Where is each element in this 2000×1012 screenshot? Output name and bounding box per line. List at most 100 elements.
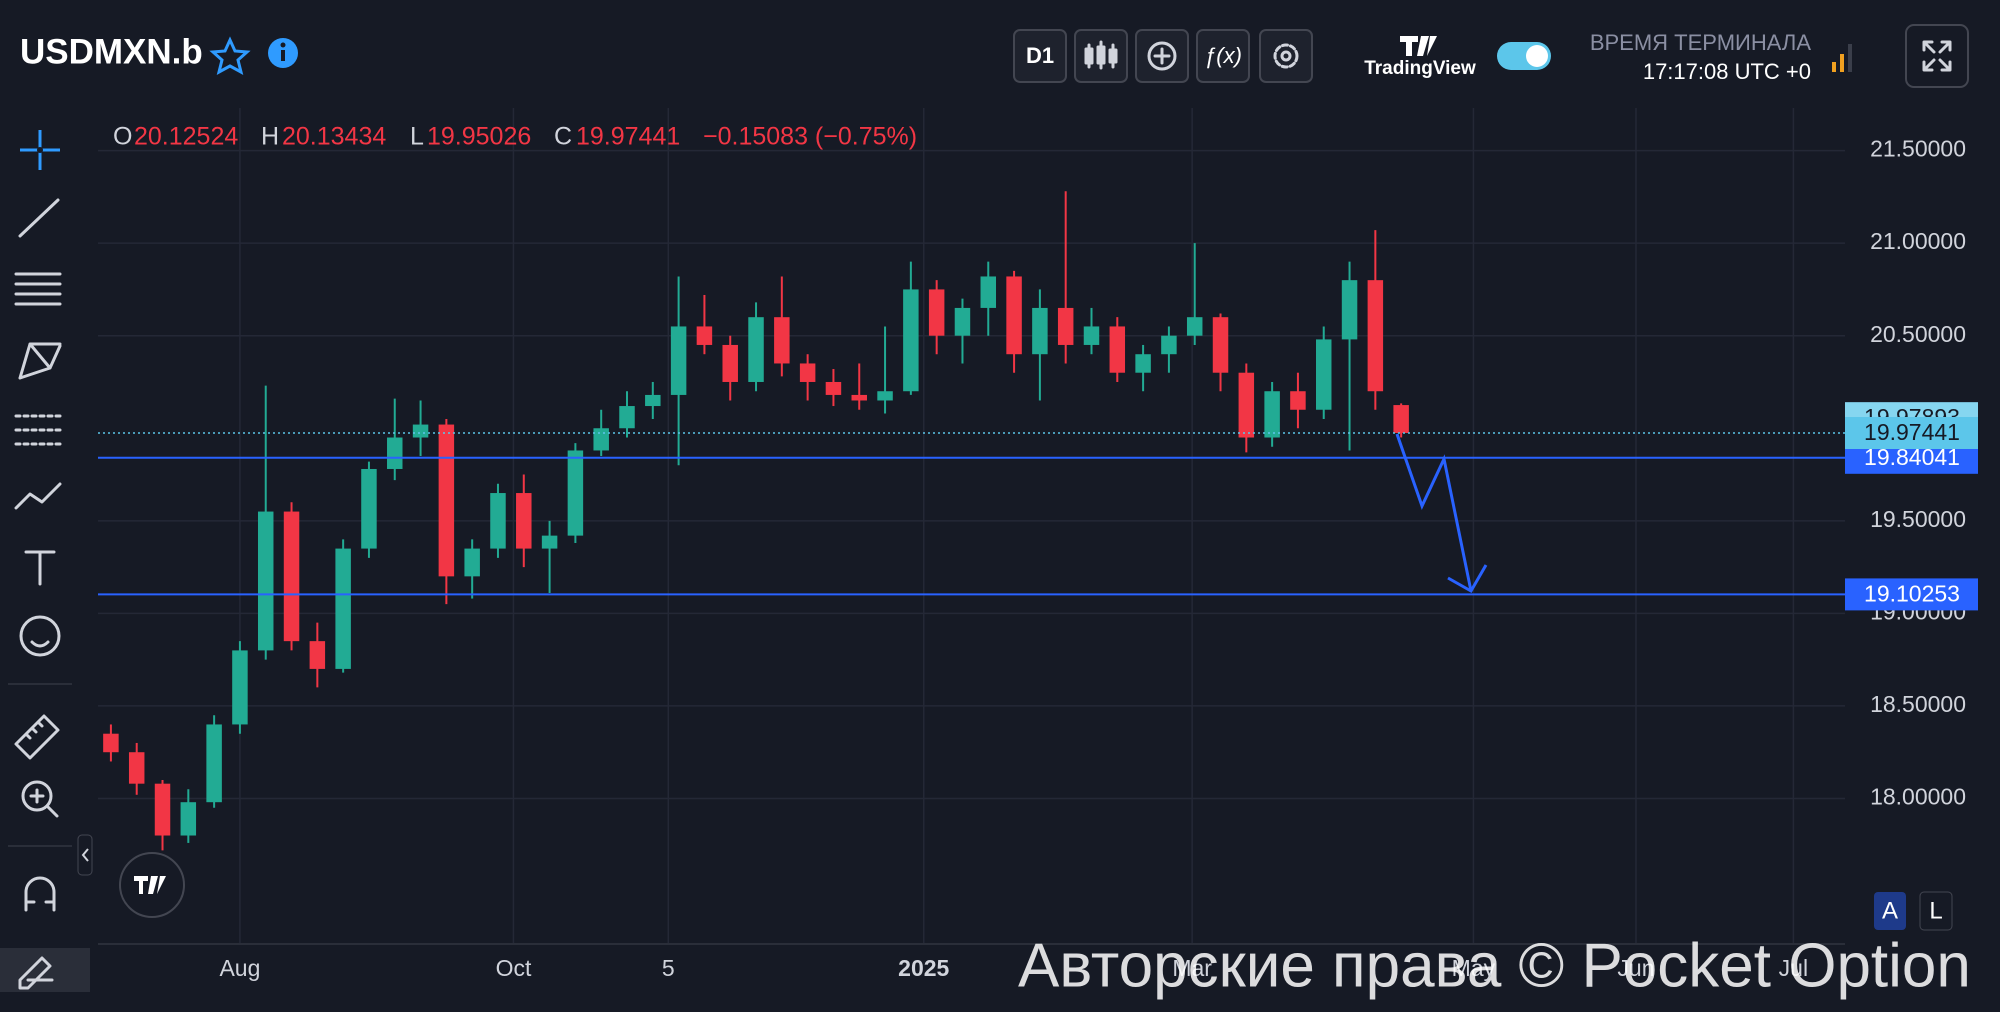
timeframe-button[interactable] bbox=[1013, 29, 1067, 83]
add-icon bbox=[1147, 41, 1177, 71]
candle-body bbox=[567, 450, 584, 536]
y-tick-label: 21.00000 bbox=[1870, 228, 1966, 254]
legend-key: L bbox=[410, 123, 424, 151]
trendline-tool[interactable] bbox=[18, 198, 60, 238]
x-tick-label: Jun bbox=[1617, 955, 1654, 981]
signal-icon bbox=[1832, 62, 1836, 72]
symbol-title: USDMXN.b bbox=[20, 32, 203, 71]
plot bbox=[103, 191, 1409, 851]
legend-key: H bbox=[261, 123, 279, 151]
brand-name: TradingView bbox=[1364, 58, 1476, 79]
candle-body bbox=[541, 535, 558, 549]
legend-high: 20.13434 bbox=[282, 123, 386, 151]
add-icon bbox=[1153, 47, 1171, 65]
y-tick-label: 19.50000 bbox=[1870, 506, 1966, 532]
ruler-tool[interactable] bbox=[14, 714, 60, 760]
forecast-tool[interactable] bbox=[14, 482, 62, 510]
projection-tool[interactable] bbox=[14, 414, 62, 446]
x-tick-label: Mar bbox=[1172, 955, 1212, 981]
candle-body bbox=[954, 307, 971, 336]
x-tick-label: 5 bbox=[662, 955, 675, 981]
settings-button[interactable] bbox=[1259, 29, 1313, 83]
brand-logo bbox=[1400, 36, 1437, 56]
candle-body bbox=[1212, 317, 1229, 373]
candle-body bbox=[1135, 354, 1151, 373]
magnet-tool[interactable] bbox=[24, 876, 56, 912]
legend-open: 20.12524 bbox=[134, 123, 238, 151]
candle-body bbox=[1057, 307, 1074, 345]
ohlc-legend: O 20.12524 H 20.13434 L 19.95026 C 19.97… bbox=[113, 123, 917, 151]
log-scale-button[interactable] bbox=[1919, 891, 1953, 931]
drawing-toolbar bbox=[0, 130, 93, 992]
clock-time: 17:17:08 UTC +0 bbox=[1643, 59, 1811, 84]
y-tick-label: 20.50000 bbox=[1870, 321, 1966, 347]
candle-body bbox=[206, 724, 222, 803]
candle-body bbox=[825, 381, 842, 395]
timeframe-label: D1 bbox=[1026, 43, 1054, 68]
candle-body bbox=[438, 424, 455, 577]
toggle-knob bbox=[1526, 45, 1548, 67]
candle-body bbox=[1393, 405, 1409, 433]
candle-body bbox=[1006, 276, 1022, 355]
candle-body bbox=[1032, 307, 1048, 355]
watermark: Авторские права © Pocket Option bbox=[1018, 931, 1971, 1000]
collapse-toolbar[interactable] bbox=[77, 834, 93, 876]
candle-body bbox=[619, 406, 635, 429]
fullscreen-button[interactable] bbox=[1905, 24, 1969, 88]
candle-body bbox=[1315, 339, 1332, 410]
zoom-tool[interactable] bbox=[21, 780, 53, 812]
text-tool[interactable] bbox=[24, 550, 56, 586]
candle-body bbox=[593, 428, 609, 451]
candle-body bbox=[928, 289, 945, 336]
fib-tool[interactable] bbox=[14, 272, 62, 306]
candle-body bbox=[748, 317, 764, 382]
candle-body bbox=[980, 276, 997, 308]
price-label-bg bbox=[1845, 416, 1978, 449]
fullscreen-icon bbox=[1922, 40, 1952, 72]
pattern-tool[interactable] bbox=[18, 342, 62, 380]
candle-body bbox=[309, 641, 326, 669]
candle-body bbox=[722, 344, 738, 382]
candle-body bbox=[128, 752, 145, 784]
candle-body bbox=[154, 783, 171, 836]
candle-body bbox=[1238, 372, 1255, 438]
candle-body bbox=[1161, 335, 1177, 355]
favorite-star[interactable] bbox=[209, 36, 251, 75]
x-tick-label: Aug bbox=[219, 955, 260, 981]
crosshair-tool bbox=[37, 147, 43, 153]
candle-body bbox=[516, 493, 532, 549]
legend-key: C bbox=[554, 123, 572, 151]
level-label: 19.10253 bbox=[1864, 580, 1960, 606]
candle-body bbox=[180, 802, 197, 836]
auto-scale-button[interactable] bbox=[1874, 892, 1906, 930]
signal-icon bbox=[1840, 54, 1844, 72]
log-scale-label: L bbox=[1929, 897, 1942, 924]
candle-body bbox=[1264, 391, 1280, 438]
candle-body bbox=[387, 437, 403, 469]
auto-scale-label: A bbox=[1882, 897, 1898, 924]
candle-body bbox=[283, 511, 300, 642]
candle-body bbox=[232, 650, 248, 725]
y-tick-label: 18.50000 bbox=[1870, 691, 1966, 717]
candle-body bbox=[645, 394, 661, 407]
candle-body bbox=[799, 363, 816, 382]
candle-body bbox=[1083, 326, 1100, 345]
candle-body bbox=[1109, 326, 1126, 373]
y-tick-label: 21.50000 bbox=[1870, 136, 1966, 162]
indicators-icon: ƒ(x) bbox=[1204, 43, 1242, 68]
x-tick-label: May bbox=[1452, 955, 1496, 981]
legend-key: O bbox=[113, 123, 132, 151]
info-icon bbox=[281, 50, 285, 61]
settings-icon bbox=[1280, 50, 1292, 62]
candle-body bbox=[490, 493, 506, 549]
candle-body bbox=[103, 733, 119, 753]
emoji-tool[interactable] bbox=[19, 615, 61, 657]
candle-body bbox=[1341, 280, 1358, 340]
indicators-button[interactable] bbox=[1196, 29, 1250, 83]
candle-body bbox=[774, 317, 790, 364]
lock-tool[interactable] bbox=[18, 956, 54, 990]
legend-close: 19.97441 bbox=[576, 123, 680, 151]
price-label: 19.97441 bbox=[1864, 419, 1960, 445]
